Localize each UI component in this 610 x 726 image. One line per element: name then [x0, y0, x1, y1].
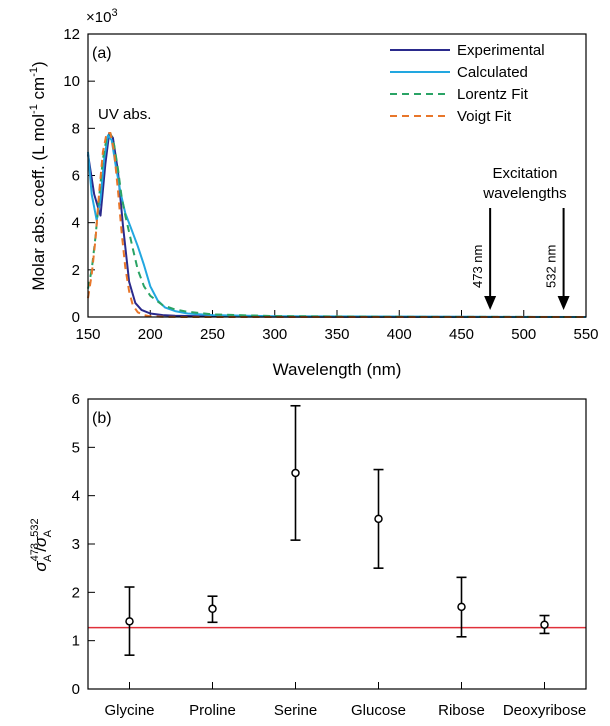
panel-a: 150 200 250 300 350 400 450 500 550 0 2 4 6 8 10 12 ×10… [28, 7, 599, 379]
panel-b-y-axis-label: σ473A/σ532A [29, 518, 54, 571]
data-point [208, 604, 217, 614]
panel-b-label: (b) [92, 410, 112, 427]
panel-b-frame [87, 398, 587, 690]
y-tick-label: 2 [72, 584, 80, 601]
excitation-wavelength-label: 473 nm [470, 245, 485, 288]
series-line-calculated [87, 134, 587, 318]
excitation-wavelength-label: 532 nm [544, 245, 559, 288]
y-tick-label: 12 [63, 26, 80, 43]
panel-b: 0 1 2 3 4 5 6 Glycine Proline Serine Glucose Ribose… [29, 391, 587, 719]
y-tick-label: 4 [72, 215, 80, 232]
excitation-arrow-head [557, 296, 570, 310]
y-tick-label: 8 [72, 120, 80, 137]
y-tick-label: 2 [72, 262, 80, 279]
x-category-label: Glucose [351, 702, 406, 719]
panel-a-x-axis-label: Wavelength (nm) [273, 360, 402, 379]
data-point [291, 468, 300, 478]
x-tick-label: 150 [75, 326, 100, 343]
y-tick-label: 6 [72, 391, 80, 408]
x-tick-label: 200 [138, 326, 163, 343]
data-point [457, 602, 466, 612]
data-point [540, 620, 549, 629]
legend-entry: Calculated [457, 64, 528, 81]
x-tick-label: 500 [511, 326, 536, 343]
excitation-label-line1: Excitation [492, 165, 557, 182]
excitation-label-line2: wavelengths [482, 185, 566, 202]
x-category-label: Proline [189, 702, 236, 719]
uv-abs-annotation: UV abs. [98, 106, 151, 123]
x-tick-label: 250 [200, 326, 225, 343]
data-point [125, 617, 134, 626]
panel-a-frame [87, 33, 587, 318]
y-tick-label: 1 [72, 633, 80, 650]
data-point [374, 514, 383, 524]
y-tick-label: 10 [63, 73, 80, 90]
legend: Experimental Calculated Lorentz Fit Voigt F… [390, 42, 545, 125]
series-line-lorentz-fit [87, 132, 587, 318]
ratio-slash: / [31, 547, 50, 552]
legend-entry: Voigt Fit [457, 108, 512, 125]
excitation-arrow-head [484, 296, 497, 310]
series-line-experimental [87, 132, 587, 318]
y-tick-label: 5 [72, 439, 80, 456]
x-tick-label: 300 [262, 326, 287, 343]
y-tick-label: 3 [72, 536, 80, 553]
x-tick-label: 450 [449, 326, 474, 343]
x-tick-label: 350 [324, 326, 349, 343]
legend-entry: Experimental [457, 42, 545, 59]
x-tick-label: 400 [387, 326, 412, 343]
x-category-label: Deoxyribose [503, 702, 586, 719]
legend-entry: Lorentz Fit [457, 86, 529, 103]
x-category-label: Serine [274, 702, 317, 719]
x-category-label: Glycine [104, 702, 154, 719]
y-tick-label: 6 [72, 168, 80, 185]
panel-a-y-axis-label: Molar abs. coeff. (L mol-1 cm-1) [28, 61, 48, 290]
panel-a-label: (a) [92, 45, 112, 62]
x-category-label: Ribose [438, 702, 485, 719]
series-line-voigt-fit [87, 132, 586, 318]
y-tick-label: 0 [72, 681, 80, 698]
y-multiplier: ×103 [86, 7, 118, 26]
y-tick-label: 4 [72, 488, 80, 505]
x-tick-label: 550 [573, 326, 598, 343]
y-tick-label: 0 [72, 309, 80, 326]
